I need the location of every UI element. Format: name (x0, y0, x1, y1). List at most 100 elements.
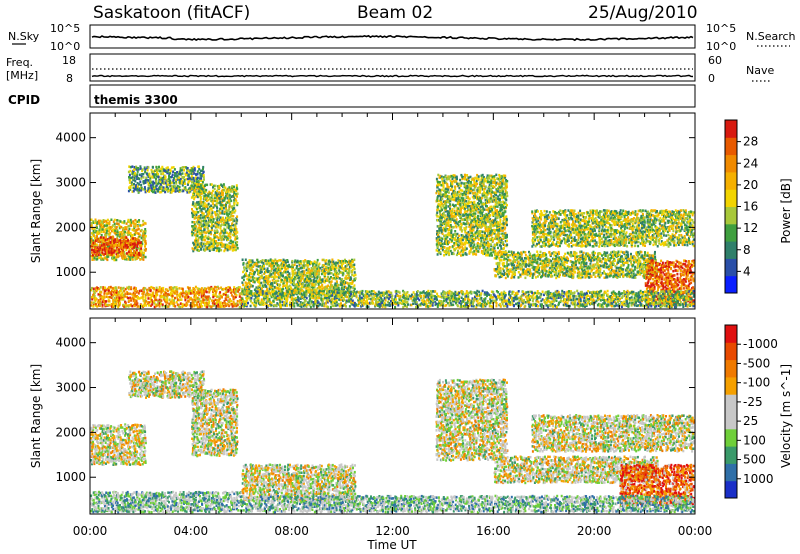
power-cell (144, 228, 147, 231)
power-cell (134, 299, 137, 302)
power-cell (127, 218, 130, 222)
power-cell (176, 288, 179, 291)
power-cell (230, 291, 233, 294)
power-cell (173, 291, 176, 294)
power-cell (95, 239, 97, 242)
power-cell (350, 293, 352, 296)
power-cell (231, 233, 234, 237)
power-cell (204, 225, 207, 229)
power-cell (173, 168, 176, 171)
power-cell (343, 292, 346, 295)
power-cell (195, 237, 198, 240)
power-cell (193, 243, 196, 246)
freq-label-1: Freq. (6, 56, 33, 69)
power-cell (253, 280, 256, 283)
power-cell (135, 165, 138, 169)
power-cell (110, 229, 113, 233)
power-cell (218, 249, 220, 253)
power-cell (205, 215, 208, 218)
power-cell (366, 290, 369, 293)
power-cell (208, 231, 210, 235)
power-cell (194, 202, 197, 205)
power-cell (93, 295, 96, 298)
power-cell (136, 228, 139, 231)
power-cell (202, 170, 205, 174)
power-cell (438, 231, 441, 235)
power-cell (193, 223, 196, 226)
power-cell (233, 188, 236, 191)
power-cell (227, 214, 230, 218)
power-cell (233, 191, 236, 194)
power-cell (107, 250, 110, 253)
power-cell (128, 186, 131, 189)
power-cell (104, 289, 107, 292)
power-cell (100, 223, 102, 227)
power-cell (443, 246, 446, 249)
power-cell (262, 262, 265, 265)
power-cell (142, 255, 145, 259)
power-cell (95, 243, 98, 246)
power-cell (129, 186, 132, 189)
power-cell (195, 211, 198, 214)
power-cell (195, 203, 198, 207)
power-cell (103, 292, 106, 296)
power-cell (136, 290, 139, 293)
power-cell (206, 205, 209, 208)
power-cell (224, 302, 227, 305)
power-cell (155, 288, 158, 292)
power-cell (178, 287, 181, 290)
power-cell (115, 298, 118, 301)
power-cell (121, 233, 123, 236)
power-cell (459, 220, 462, 223)
power-cell (172, 286, 175, 290)
power-cell (153, 188, 156, 192)
power-cell (136, 175, 139, 178)
power-cell (232, 219, 235, 223)
power-cell (144, 222, 147, 225)
power-cell (160, 178, 163, 181)
power-cell (96, 222, 99, 225)
power-cell (127, 229, 130, 233)
power-cell (121, 221, 124, 224)
power-cell (136, 253, 139, 256)
power-cell (211, 215, 214, 219)
power-cell (136, 220, 139, 223)
power-cell (436, 245, 439, 248)
power-cell (203, 207, 206, 210)
power-cell (315, 272, 318, 276)
power-cell (215, 214, 217, 217)
power-cell (212, 202, 215, 206)
power-cell (429, 304, 432, 308)
power-cell (149, 181, 151, 185)
power-cell (96, 305, 99, 308)
power-cell (449, 249, 452, 253)
power-cell (334, 264, 337, 267)
power-cell (124, 301, 127, 305)
power-cell (194, 182, 197, 186)
date-title: 25/Aug/2010 (588, 3, 698, 23)
power-cell (206, 230, 209, 234)
power-cell (187, 180, 190, 184)
power-cell (353, 267, 356, 271)
power-cell (208, 229, 211, 233)
power-cell (216, 224, 219, 227)
power-cell (157, 168, 160, 171)
power-cell (107, 239, 110, 242)
power-cell (415, 301, 418, 304)
power-cell (199, 206, 201, 210)
power-cell (121, 291, 124, 295)
power-cell (113, 256, 116, 260)
power-cell (93, 250, 96, 254)
power-cell (91, 256, 94, 259)
power-cell (195, 182, 198, 186)
power-cell (266, 267, 269, 270)
power-cell (107, 289, 110, 292)
power-cell (104, 238, 107, 242)
power-cell (103, 299, 105, 303)
power-cell (215, 240, 217, 243)
power-cell (105, 300, 107, 303)
power-cell (188, 191, 191, 194)
power-cell (378, 305, 381, 308)
power-cell (200, 202, 202, 206)
power-cell (196, 201, 198, 204)
